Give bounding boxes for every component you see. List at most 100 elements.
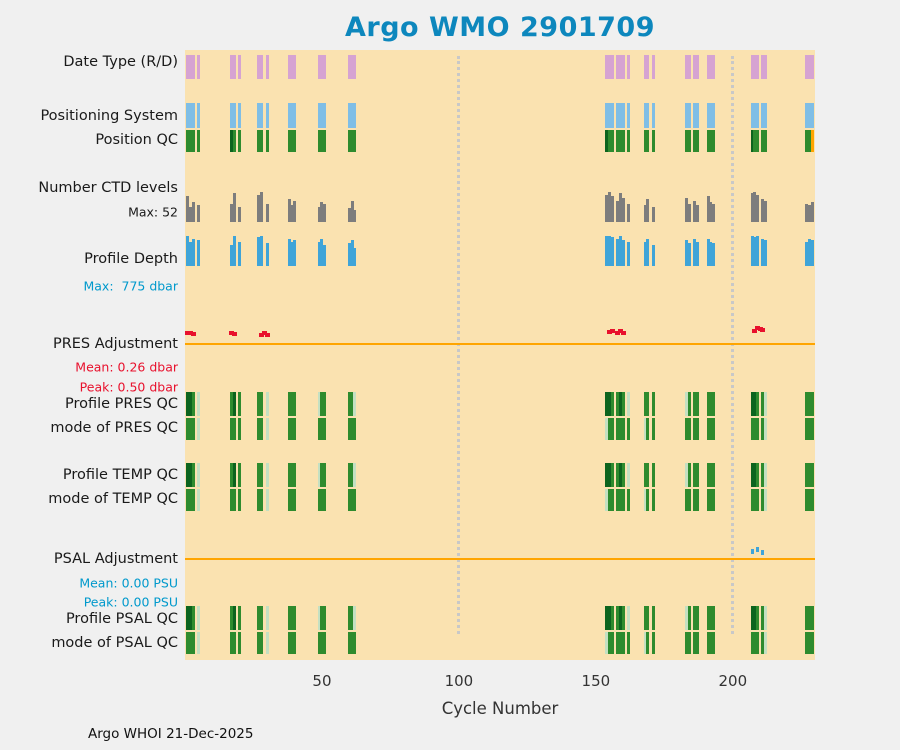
data-mark-position-qc	[260, 130, 264, 152]
data-mark-profile-psal-qc	[323, 606, 327, 630]
data-mark-ctd-levels	[238, 207, 242, 222]
data-mark-date-type	[317, 55, 321, 79]
adjustment-marker-pres-adjustment	[185, 331, 191, 336]
gridline-cycle-200	[731, 56, 735, 634]
data-mark-profile-psal-qc	[238, 606, 242, 630]
adjustment-marker-pres-adjustment	[607, 329, 613, 334]
data-mark-date-type	[605, 55, 609, 79]
data-mark-position-qc	[687, 130, 691, 152]
data-mark-position-qc	[188, 130, 192, 152]
data-mark-mode-psal-qc	[764, 632, 768, 654]
data-mark-mode-psal-qc	[265, 632, 269, 654]
data-mark-mode-pres-qc	[290, 418, 294, 440]
data-mark-profile-temp-qc	[191, 463, 195, 487]
data-mark-profile-depth	[616, 239, 620, 266]
data-mark-profile-depth	[621, 240, 625, 266]
data-mark-mode-pres-qc	[684, 418, 688, 440]
data-mark-ctd-levels	[761, 199, 765, 222]
data-mark-positioning-system	[621, 103, 625, 128]
data-mark-mode-pres-qc	[643, 418, 647, 440]
data-mark-positioning-system	[238, 103, 242, 128]
data-mark-date-type	[323, 55, 327, 79]
data-mark-ctd-levels	[608, 192, 612, 222]
data-mark-mode-temp-qc	[616, 489, 620, 511]
data-mark-mode-psal-qc	[712, 632, 716, 654]
adjustment-marker-pres-adjustment	[261, 331, 267, 336]
data-mark-position-qc	[764, 130, 768, 152]
data-mark-profile-pres-qc	[619, 392, 623, 416]
data-mark-position-qc	[755, 130, 759, 152]
data-mark-profile-depth	[706, 239, 710, 266]
data-mark-position-qc	[808, 130, 812, 152]
data-mark-profile-temp-qc	[186, 463, 190, 487]
data-mark-ctd-levels	[320, 202, 324, 222]
data-mark-profile-psal-qc	[608, 606, 612, 630]
data-mark-positioning-system	[317, 103, 321, 128]
data-mark-mode-temp-qc	[646, 489, 650, 511]
data-mark-positioning-system	[197, 103, 201, 128]
data-mark-profile-depth	[687, 243, 691, 266]
data-mark-mode-psal-qc	[230, 632, 234, 654]
data-mark-ctd-levels	[755, 195, 759, 222]
data-mark-profile-pres-qc	[186, 392, 190, 416]
data-mark-ctd-levels	[709, 202, 713, 222]
data-mark-profile-pres-qc	[191, 392, 195, 416]
data-mark-mode-psal-qc	[287, 632, 291, 654]
data-mark-profile-temp-qc	[627, 463, 631, 487]
data-mark-profile-depth	[810, 240, 814, 266]
data-mark-ctd-levels	[805, 204, 809, 222]
x-tick-150: 150	[581, 672, 611, 690]
data-mark-position-qc	[238, 130, 242, 152]
adjustment-marker-psal-adjustment	[755, 546, 759, 552]
data-mark-profile-pres-qc	[709, 392, 713, 416]
data-mark-date-type	[808, 55, 812, 79]
data-mark-date-type	[287, 55, 291, 79]
adjustment-marker-psal-adjustment	[761, 550, 765, 556]
data-mark-positioning-system	[646, 103, 650, 128]
data-mark-profile-temp-qc	[692, 463, 696, 487]
data-mark-profile-pres-qc	[293, 392, 297, 416]
data-mark-profile-psal-qc	[265, 606, 269, 630]
data-mark-profile-temp-qc	[293, 463, 297, 487]
data-mark-mode-psal-qc	[750, 632, 754, 654]
data-mark-mode-pres-qc	[621, 418, 625, 440]
data-mark-profile-psal-qc	[687, 606, 691, 630]
data-mark-profile-pres-qc	[353, 392, 357, 416]
data-mark-profile-temp-qc	[257, 463, 261, 487]
data-mark-mode-pres-qc	[753, 418, 757, 440]
data-mark-mode-pres-qc	[764, 418, 768, 440]
data-mark-ctd-levels	[605, 195, 609, 222]
data-mark-profile-temp-qc	[643, 463, 647, 487]
data-mark-profile-temp-qc	[350, 463, 354, 487]
adjustment-marker-psal-adjustment	[750, 549, 754, 555]
data-mark-mode-psal-qc	[317, 632, 321, 654]
data-mark-position-qc	[709, 130, 713, 152]
data-mark-date-type	[320, 55, 324, 79]
data-mark-position-qc	[350, 130, 354, 152]
data-mark-mode-psal-qc	[810, 632, 814, 654]
data-mark-mode-psal-qc	[605, 632, 609, 654]
data-mark-mode-psal-qc	[706, 632, 710, 654]
data-mark-profile-depth	[232, 236, 236, 266]
data-mark-profile-depth	[191, 239, 195, 266]
data-mark-ctd-levels	[651, 207, 655, 222]
data-mark-position-qc	[287, 130, 291, 152]
data-mark-mode-temp-qc	[692, 489, 696, 511]
data-mark-position-qc	[608, 130, 612, 152]
data-mark-profile-temp-qc	[605, 463, 609, 487]
data-mark-profile-psal-qc	[347, 606, 351, 630]
data-mark-profile-depth	[188, 242, 192, 266]
data-mark-profile-depth	[643, 242, 647, 266]
data-mark-profile-pres-qc	[616, 392, 620, 416]
data-mark-mode-pres-qc	[755, 418, 759, 440]
row-sublabel-profile-depth-0: Max: 775 dbar	[83, 278, 178, 294]
data-mark-ctd-levels	[621, 198, 625, 222]
row-sublabel-psal-adjustment-0: Mean: 0.00 PSU	[79, 575, 178, 591]
data-mark-mode-psal-qc	[290, 632, 294, 654]
data-mark-positioning-system	[753, 103, 757, 128]
data-mark-date-type	[188, 55, 192, 79]
data-mark-date-type	[238, 55, 242, 79]
data-mark-profile-temp-qc	[197, 463, 201, 487]
data-mark-mode-pres-qc	[197, 418, 201, 440]
data-mark-profile-psal-qc	[621, 606, 625, 630]
